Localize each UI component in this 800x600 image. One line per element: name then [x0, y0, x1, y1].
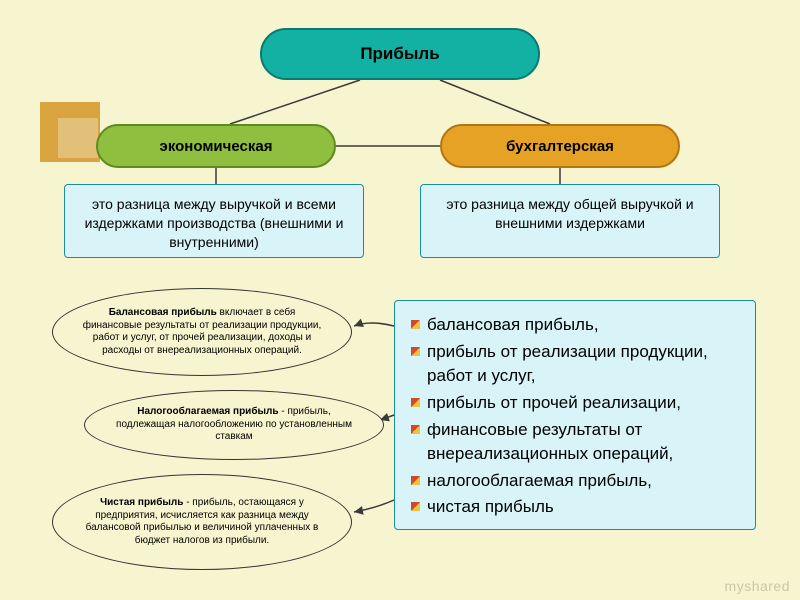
branch-economic-label: экономическая — [160, 138, 273, 155]
list-item: налогооблагаемая прибыль, — [409, 469, 741, 494]
list-item: балансовая прибыль, — [409, 313, 741, 338]
list-item: финансовые результаты от внереализационн… — [409, 418, 741, 467]
list-item: чистая прибыль — [409, 495, 741, 520]
root-node-label: Прибыль — [360, 44, 439, 64]
branch-accounting: бухгалтерская — [440, 124, 680, 168]
ellipse-text: Чистая прибыль - прибыль, остающаяся у п… — [81, 497, 323, 547]
root-node-profit: Прибыль — [260, 28, 540, 80]
list-item: прибыль от прочей реализации, — [409, 391, 741, 416]
decorative-square-front — [58, 118, 98, 158]
ellipse-text: Налогооблагаемая прибыль - прибыль, подл… — [113, 406, 355, 444]
definition-accounting: это разница между общей выручкой и внешн… — [420, 184, 720, 258]
ellipse-text: Балансовая прибыль включает в себя финан… — [81, 307, 323, 357]
profit-types-list: балансовая прибыль, прибыль от реализаци… — [394, 300, 756, 530]
definition-economic: это разница между выручкой и всеми издер… — [64, 184, 364, 258]
definition-economic-text: это разница между выручкой и всеми издер… — [85, 196, 344, 250]
branch-accounting-label: бухгалтерская — [506, 138, 614, 155]
definition-accounting-text: это разница между общей выручкой и внешн… — [446, 196, 693, 231]
watermark: myshared — [725, 578, 790, 594]
ellipse-taxable-profit: Налогооблагаемая прибыль - прибыль, подл… — [84, 390, 384, 460]
ellipse-balance-profit: Балансовая прибыль включает в себя финан… — [52, 288, 352, 376]
ellipse-net-profit: Чистая прибыль - прибыль, остающаяся у п… — [52, 474, 352, 570]
list-item: прибыль от реализации продукции, работ и… — [409, 340, 741, 389]
branch-economic: экономическая — [96, 124, 336, 168]
